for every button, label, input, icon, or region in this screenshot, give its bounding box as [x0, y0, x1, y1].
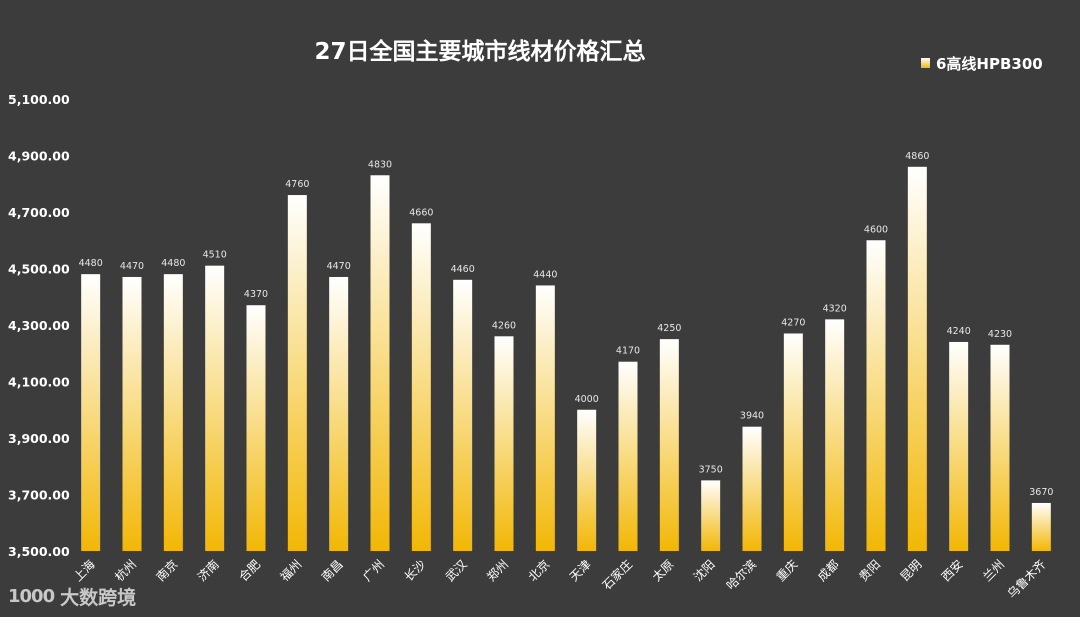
bar [163, 274, 183, 551]
bar [1031, 502, 1051, 551]
x-tick-label: 上海 [70, 557, 98, 585]
data-label: 4860 [905, 151, 929, 162]
data-label: 4260 [492, 320, 516, 331]
x-tick-label: 太原 [649, 557, 677, 585]
bar [577, 409, 597, 551]
data-label: 4250 [657, 323, 681, 334]
bar [329, 276, 349, 551]
x-axis: 上海 杭州 南京 济南 合肥 福州 南昌 广州 长沙 武汉 郑州 北京 天津 石家庄 太原 沈阳 哈尔滨 重庆 成都… [70, 557, 1048, 602]
y-tick-label: 3,900.00 [8, 431, 70, 446]
x-tick-label: 贵阳 [856, 557, 883, 584]
bars: 4480 4470 4480 4510 4370 4760 4470 4830 4660 4460… [79, 151, 1053, 552]
bar [81, 274, 101, 551]
bar [122, 276, 142, 551]
y-tick-label: 4,900.00 [8, 149, 70, 164]
x-tick-label: 南昌 [318, 557, 346, 585]
bar [453, 279, 473, 551]
data-label: 4660 [409, 207, 433, 218]
x-tick-label: 乌鲁木齐 [1004, 557, 1049, 602]
watermark-text: 大数跨境 [60, 587, 137, 609]
x-tick-label: 武汉 [443, 557, 470, 584]
bar [370, 175, 390, 551]
x-tick-label: 昆明 [898, 557, 925, 584]
data-label: 4240 [947, 326, 971, 337]
x-tick-label: 济南 [194, 557, 222, 585]
y-tick-label: 4,700.00 [8, 205, 70, 220]
x-tick-label: 南京 [153, 557, 181, 585]
y-tick-label: 3,700.00 [8, 488, 70, 503]
x-tick-label: 广州 [360, 557, 387, 584]
bar [205, 265, 225, 551]
data-label: 4270 [781, 317, 805, 328]
y-tick-label: 4,500.00 [8, 262, 70, 277]
bar [411, 223, 431, 552]
data-label: 4460 [451, 264, 475, 275]
x-tick-label: 郑州 [484, 557, 512, 585]
data-label: 4470 [327, 261, 351, 272]
bar [990, 344, 1010, 551]
bar [783, 333, 803, 551]
x-tick-label: 天津 [567, 557, 594, 584]
bar [742, 426, 762, 551]
data-label: 4320 [823, 303, 847, 314]
bar [866, 240, 886, 551]
x-tick-label: 沈阳 [690, 557, 718, 585]
y-tick-label: 5,100.00 [8, 92, 70, 107]
data-label: 4170 [616, 346, 640, 357]
data-label: 4830 [368, 159, 392, 170]
y-tick-label: 4,100.00 [8, 375, 70, 390]
data-label: 4480 [161, 258, 185, 269]
data-label: 3670 [1029, 487, 1053, 498]
x-tick-label: 北京 [526, 557, 553, 584]
data-label: 4000 [575, 394, 599, 405]
x-tick-label: 兰州 [980, 557, 1007, 584]
data-label: 4370 [244, 289, 268, 300]
y-tick-label: 4,300.00 [8, 318, 70, 333]
y-axis: 3,500.00 3,700.00 3,900.00 4,100.00 4,300.00… [8, 92, 70, 559]
x-tick-label: 福州 [277, 557, 305, 585]
bar [949, 341, 969, 551]
data-label: 4510 [203, 250, 227, 261]
chart-title: 27日全国主要城市线材价格汇总 [314, 38, 645, 65]
x-tick-label: 重庆 [774, 557, 801, 584]
bar [287, 195, 307, 552]
data-label: 4470 [120, 261, 144, 272]
data-label: 4230 [988, 329, 1012, 340]
data-label: 3750 [699, 464, 723, 475]
legend: 6高线HPB300 [921, 55, 1043, 73]
legend-swatch [921, 58, 930, 68]
data-label: 4480 [79, 258, 103, 269]
x-tick-label: 杭州 [112, 557, 140, 585]
data-label: 4440 [533, 269, 557, 280]
legend-label: 6高线HPB300 [936, 55, 1043, 73]
x-tick-label: 西安 [938, 557, 966, 585]
y-tick-label: 3,500.00 [8, 544, 70, 559]
bar [535, 285, 555, 551]
bar [494, 336, 514, 551]
bar [659, 339, 679, 551]
data-label: 3940 [740, 411, 764, 422]
data-label: 4760 [285, 179, 309, 190]
x-tick-label: 哈尔滨 [723, 557, 759, 593]
bar [618, 361, 638, 551]
bar [246, 305, 266, 551]
x-tick-label: 成都 [815, 557, 842, 584]
watermark-logo: 1000 [8, 586, 55, 607]
bar [907, 166, 927, 552]
data-label: 4600 [864, 224, 888, 235]
x-tick-label: 合肥 [236, 557, 264, 585]
bar [825, 319, 845, 551]
bar [701, 480, 721, 551]
x-tick-label: 长沙 [402, 557, 429, 584]
watermark: 1000 大数跨境 [8, 583, 136, 610]
x-tick-label: 石家庄 [599, 557, 635, 593]
